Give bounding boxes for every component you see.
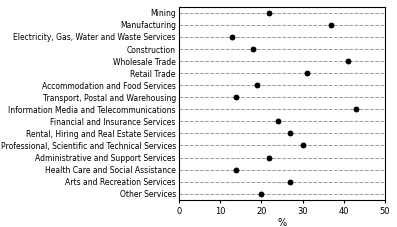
Point — [275, 120, 281, 123]
Point — [303, 71, 310, 75]
Point — [233, 168, 240, 171]
Point — [254, 83, 260, 87]
Point — [258, 192, 264, 195]
Point — [328, 23, 335, 27]
Point — [233, 95, 240, 99]
Point — [353, 108, 359, 111]
X-axis label: %: % — [278, 218, 286, 227]
Point — [266, 156, 273, 159]
Point — [266, 11, 273, 15]
Point — [287, 180, 293, 183]
Point — [299, 144, 306, 147]
Point — [287, 132, 293, 135]
Point — [229, 35, 235, 39]
Point — [345, 59, 351, 63]
Point — [250, 47, 256, 51]
